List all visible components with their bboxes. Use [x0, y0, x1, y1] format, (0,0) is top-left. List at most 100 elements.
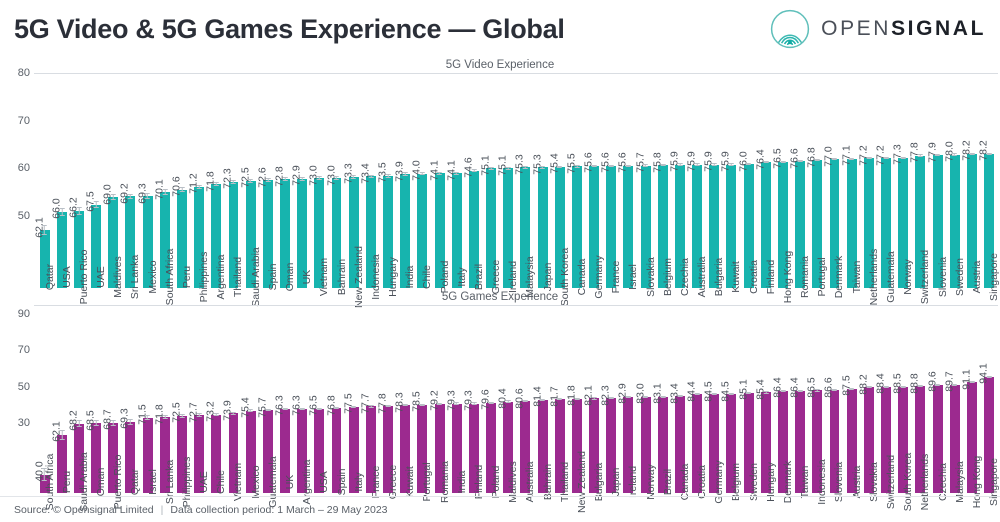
bar[interactable]: 75.9 — [686, 151, 703, 288]
bar[interactable]: 86.6 — [823, 377, 840, 493]
bar[interactable]: 80.4 — [497, 388, 514, 493]
bar[interactable]: 73.3 — [342, 164, 359, 288]
bar[interactable]: 68.5 — [85, 410, 102, 493]
bar[interactable]: 66.2 — [67, 198, 84, 288]
bar-column[interactable]: 62.1 — [50, 305, 70, 493]
bar[interactable]: 78.5 — [411, 392, 428, 493]
bar[interactable]: 84.5 — [720, 381, 737, 493]
bar-column[interactable]: 79.3 — [445, 305, 465, 493]
bar[interactable]: 74.1 — [428, 160, 445, 288]
bar[interactable]: 71.5 — [136, 404, 153, 493]
bar-column[interactable]: 72.8 — [273, 73, 293, 288]
bar[interactable]: 67.5 — [85, 191, 102, 288]
bar[interactable]: 77.5 — [342, 394, 359, 493]
bar[interactable]: 87.5 — [840, 375, 857, 493]
bar-column[interactable]: 83.1 — [651, 305, 671, 493]
bar-column[interactable]: 73.5 — [377, 73, 396, 288]
bar[interactable]: 76.0 — [737, 151, 754, 288]
bar-column[interactable]: 68.2 — [67, 305, 87, 493]
bar-column[interactable]: 79.3 — [462, 305, 482, 493]
bar[interactable]: 75.9 — [668, 151, 685, 288]
bar[interactable]: 73.9 — [222, 400, 239, 493]
bar-column[interactable]: 75.5 — [565, 73, 585, 288]
bar[interactable]: 69.3 — [119, 408, 136, 493]
bar[interactable]: 78.2 — [978, 140, 995, 288]
bar-column[interactable]: 85.4 — [754, 305, 774, 493]
bar-column[interactable]: 74.1 — [445, 73, 465, 288]
bar[interactable]: 83.4 — [668, 383, 685, 493]
bar-column[interactable]: 77.7 — [359, 305, 379, 493]
bar-column[interactable]: 87.5 — [840, 305, 860, 493]
bar[interactable]: 77.9 — [926, 142, 943, 288]
bar-column[interactable]: 75.9 — [720, 73, 740, 288]
bar-column[interactable]: 69.3 — [119, 305, 139, 493]
bar[interactable]: 73.5 — [377, 163, 393, 288]
bar-column[interactable]: 86.6 — [823, 305, 843, 493]
bar[interactable]: 75.3 — [531, 154, 548, 288]
bar[interactable]: 88.8 — [909, 373, 926, 493]
bar-column[interactable]: 75.9 — [686, 73, 706, 288]
bar[interactable]: 76.8 — [806, 147, 823, 288]
bar[interactable]: 66.0 — [50, 199, 67, 288]
bar[interactable]: 69.0 — [102, 184, 119, 288]
bar[interactable]: 73.9 — [394, 161, 411, 288]
bar[interactable]: 74.6 — [462, 158, 479, 288]
bar-column[interactable]: 75.3 — [531, 73, 551, 288]
bar[interactable]: 76.3 — [273, 396, 290, 493]
bar[interactable]: 84.4 — [686, 381, 703, 493]
bar[interactable]: 75.7 — [634, 152, 651, 288]
bar-column[interactable]: 73.0 — [325, 73, 345, 288]
bar-column[interactable]: 81.7 — [548, 305, 568, 493]
bar[interactable]: 91.1 — [960, 369, 977, 493]
bar[interactable]: 83.0 — [634, 384, 651, 493]
bar-column[interactable]: 78.2 — [978, 73, 997, 288]
bar-column[interactable]: 72.5 — [239, 73, 259, 288]
bar[interactable]: 82.1 — [583, 385, 600, 493]
bar[interactable]: 75.6 — [617, 153, 634, 288]
bar[interactable]: 79.3 — [445, 390, 462, 493]
bar[interactable]: 72.7 — [188, 402, 205, 493]
bar[interactable]: 72.6 — [256, 167, 273, 288]
bar[interactable]: 69.3 — [136, 183, 153, 288]
bar-column[interactable]: 71.8 — [153, 305, 173, 493]
bar-column[interactable]: 76.8 — [325, 305, 345, 493]
bar-column[interactable]: 89.7 — [943, 305, 963, 493]
bar-column[interactable]: 88.2 — [857, 305, 877, 493]
bar-column[interactable]: 76.5 — [771, 73, 791, 288]
bar-column[interactable]: 78.2 — [960, 73, 980, 288]
bar-column[interactable]: 75.7 — [634, 73, 654, 288]
bar[interactable]: 79.2 — [428, 390, 445, 493]
bar-column[interactable]: 67.5 — [85, 73, 105, 288]
bar-column[interactable]: 71.5 — [136, 305, 156, 493]
bar-column[interactable]: 83.0 — [634, 305, 654, 493]
bar[interactable]: 77.2 — [857, 145, 874, 288]
bar-column[interactable]: 80.6 — [514, 305, 534, 493]
bar[interactable]: 75.5 — [565, 153, 582, 288]
bar-column[interactable]: 73.9 — [222, 305, 242, 493]
bar-column[interactable]: 77.0 — [823, 73, 843, 288]
bar[interactable]: 80.6 — [514, 388, 531, 493]
bar[interactable]: 76.8 — [325, 395, 342, 493]
bar-column[interactable]: 81.8 — [565, 305, 585, 493]
bar-column[interactable]: 78.0 — [943, 73, 963, 288]
bar[interactable]: 75.3 — [514, 154, 531, 288]
bar[interactable]: 85.1 — [737, 380, 754, 493]
bar[interactable]: 72.9 — [291, 166, 308, 288]
bar[interactable]: 77.3 — [892, 145, 909, 288]
bar[interactable]: 68.2 — [67, 410, 84, 493]
bar[interactable]: 40.0 — [33, 462, 50, 493]
bar[interactable]: 78.2 — [960, 140, 977, 288]
bar-column[interactable]: 94.1 — [978, 305, 997, 493]
bar[interactable]: 74.1 — [445, 160, 462, 288]
bar-column[interactable]: 91.1 — [960, 305, 980, 493]
bar-column[interactable]: 73.4 — [359, 73, 379, 288]
bar[interactable]: 75.7 — [256, 397, 273, 493]
bar-column[interactable]: 76.4 — [754, 73, 774, 288]
bar-column[interactable]: 78.5 — [411, 305, 431, 493]
bar[interactable]: 76.5 — [771, 148, 788, 288]
bar[interactable]: 89.6 — [926, 372, 943, 493]
bar-column[interactable]: 77.1 — [840, 73, 860, 288]
bar-column[interactable]: 73.0 — [308, 73, 328, 288]
bar[interactable]: 72.5 — [239, 168, 256, 288]
bar-column[interactable]: 84.5 — [720, 305, 740, 493]
